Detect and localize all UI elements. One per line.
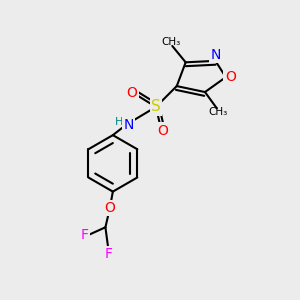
Text: F: F — [104, 247, 112, 261]
Text: F: F — [81, 228, 88, 242]
Text: S: S — [151, 99, 161, 114]
Text: H: H — [115, 117, 123, 127]
Text: O: O — [157, 124, 168, 138]
Text: O: O — [225, 70, 236, 84]
Text: N: N — [210, 48, 220, 62]
Text: O: O — [127, 85, 138, 100]
Text: N: N — [123, 118, 134, 132]
Text: CH₃: CH₃ — [209, 107, 228, 117]
Text: O: O — [104, 201, 115, 215]
Text: CH₃: CH₃ — [161, 38, 180, 47]
